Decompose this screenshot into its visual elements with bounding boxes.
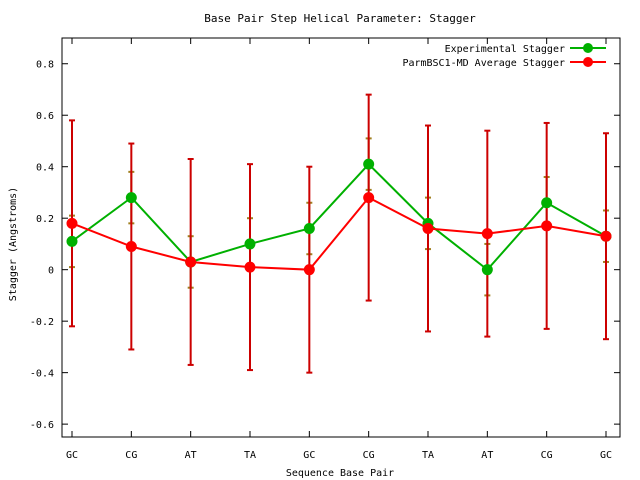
axes: -0.6 -0.4 -0.2 0 0.2 0.4 0.6 0.8 GC CG AT TA GC CG TA A… [30, 37, 621, 461]
series-1-line [66, 158, 612, 276]
data-point [125, 192, 137, 204]
series-2-line [66, 192, 612, 276]
chart-title: Base Pair Step Helical Parameter: Stagge… [204, 12, 476, 25]
data-point [363, 192, 375, 204]
data-point [600, 230, 612, 242]
x-axis-label: Sequence Base Pair [286, 468, 394, 479]
data-point [66, 235, 78, 247]
y-tick-label: 0.2 [36, 214, 54, 225]
x-tick-label: TA [422, 450, 434, 461]
data-point [244, 261, 256, 273]
y-tick-label: -0.4 [30, 369, 54, 380]
data-point [303, 222, 315, 234]
data-point [125, 241, 137, 253]
data-point [66, 217, 78, 229]
x-tick-label: GC [600, 450, 612, 461]
y-tick-label: 0.6 [36, 111, 54, 122]
data-point [244, 238, 256, 250]
data-point [185, 256, 197, 268]
legend: Experimental Stagger ParmBSC1-MD Average … [402, 43, 606, 69]
x-tick-label: TA [244, 450, 256, 461]
y-tick-label: -0.2 [30, 317, 54, 328]
legend-marker [583, 43, 593, 53]
plot-border [61, 37, 621, 438]
x-tick-label: GC [303, 450, 315, 461]
y-tick-label: 0.8 [36, 60, 54, 71]
x-tick-label: AT [481, 450, 493, 461]
data-point [481, 264, 493, 276]
x-tick-label: CG [363, 450, 375, 461]
x-tick-label: AT [185, 450, 197, 461]
data-point [481, 228, 493, 240]
data-point [303, 264, 315, 276]
data-point [422, 222, 434, 234]
legend-label: Experimental Stagger [445, 44, 565, 55]
x-tick-label: CG [125, 450, 137, 461]
y-tick-label: 0.4 [36, 163, 54, 174]
series-layer [66, 93, 612, 374]
legend-marker [583, 57, 593, 67]
data-point [541, 197, 553, 209]
y-tick-label: 0 [48, 266, 54, 277]
data-point [541, 220, 553, 232]
series-line [71, 196, 607, 271]
legend-label: ParmBSC1-MD Average Stagger [402, 58, 565, 69]
y-tick-label: -0.6 [30, 420, 54, 431]
x-tick-label: CG [541, 450, 553, 461]
y-axis-label: Stagger (Angstroms) [8, 187, 19, 301]
data-point [363, 158, 375, 170]
series-line [71, 162, 607, 272]
x-tick-label: GC [66, 450, 78, 461]
